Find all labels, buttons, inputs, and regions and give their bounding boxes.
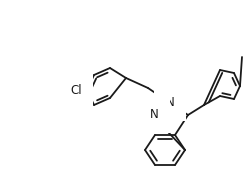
Text: N: N [150,109,158,121]
Text: Cl: Cl [70,84,82,96]
Text: N: N [166,96,174,109]
